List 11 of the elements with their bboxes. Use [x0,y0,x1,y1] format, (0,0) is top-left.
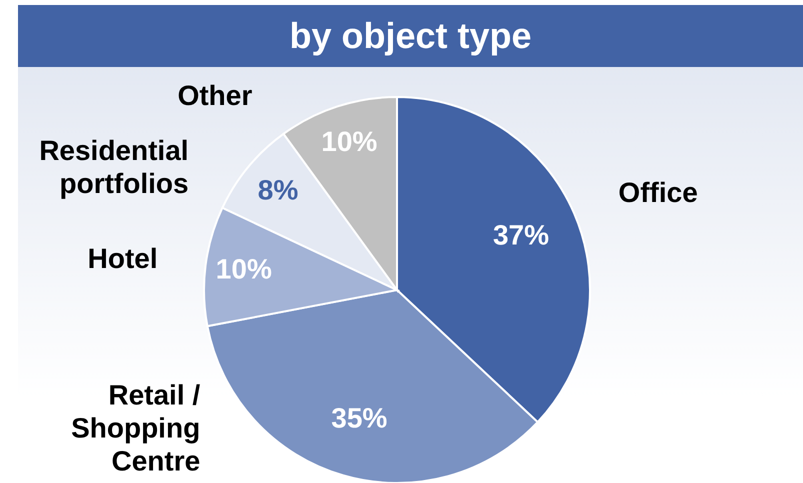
data-label: 37% [492,219,550,250]
slice-label: Residential portfolios [39,135,189,199]
chart-title: by object type [289,15,532,56]
data-label: 8% [258,174,298,206]
data-label: 10% [216,254,272,285]
data-label: 35% [331,402,388,434]
slice-label: Hotel [88,242,158,274]
data-label: 10% [321,126,378,158]
slice-label: Office [618,177,698,208]
slice-label: Other [178,80,252,111]
slice-label: Retail / Shopping Centre [71,380,200,476]
